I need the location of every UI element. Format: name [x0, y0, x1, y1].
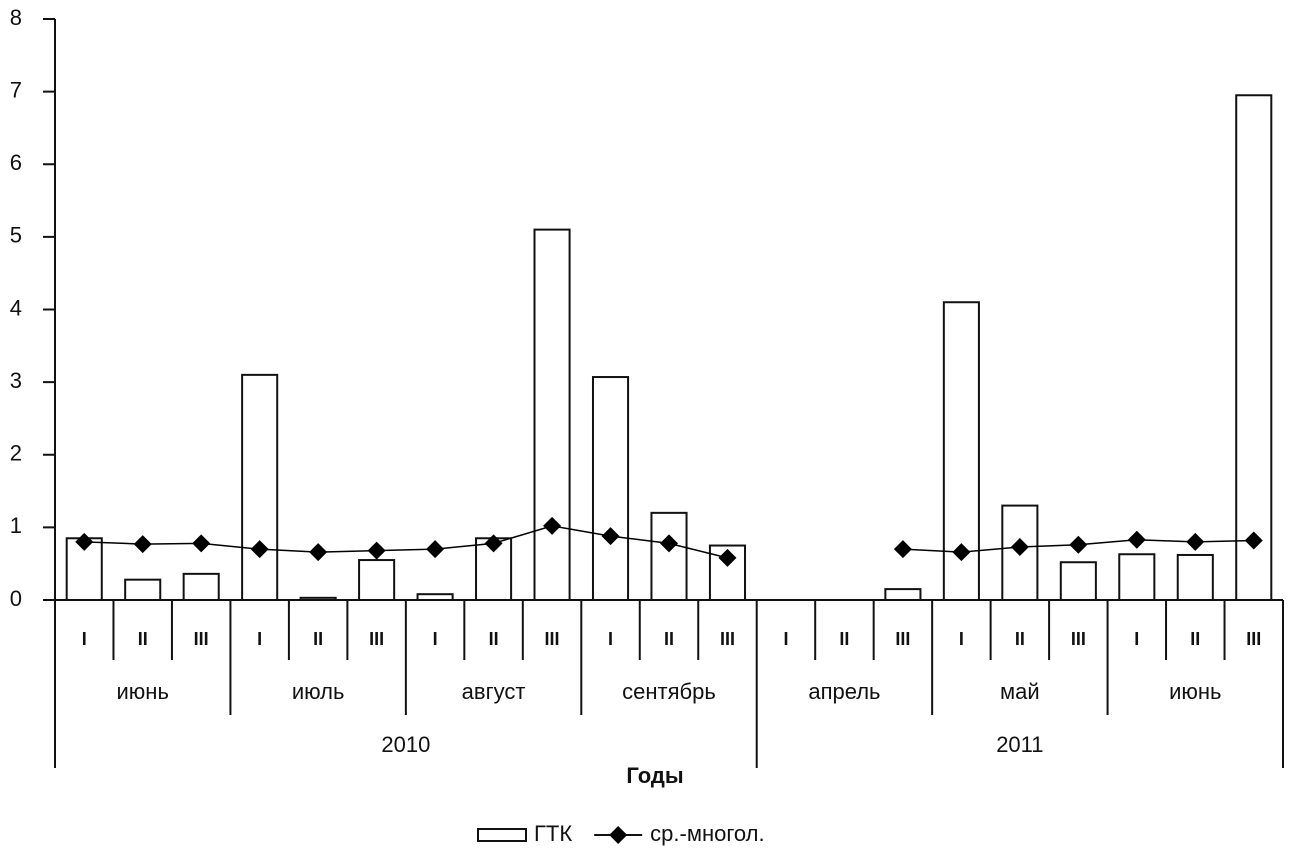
bar [65, 537, 103, 601]
marker [426, 540, 445, 559]
marker [192, 534, 211, 553]
marker [893, 540, 912, 559]
y-tick-label: 7 [10, 77, 22, 102]
x-axis-title: Годы [626, 763, 683, 788]
bar [416, 593, 454, 602]
decade-label: I [1134, 629, 1139, 649]
month-label: июнь [117, 679, 169, 704]
bar [358, 559, 396, 602]
decade-label: II [664, 629, 674, 649]
marker [1069, 535, 1088, 554]
legend-marker [609, 826, 628, 844]
bar [1176, 553, 1214, 601]
decade-label: III [1246, 629, 1261, 649]
decade-label: III [369, 629, 384, 649]
legend-label: ср.-многол. [650, 821, 764, 846]
marker [309, 543, 328, 562]
bar [124, 578, 162, 601]
decade-label: III [1071, 629, 1086, 649]
month-label: апрель [808, 679, 880, 704]
decade-label: I [82, 629, 87, 649]
decade-label: II [138, 629, 148, 649]
marker [1010, 537, 1029, 556]
decade-label: I [783, 629, 788, 649]
decade-label: III [895, 629, 910, 649]
decade-label: II [489, 629, 499, 649]
month-label: август [462, 679, 526, 704]
bar [241, 373, 279, 601]
decade-label: I [433, 629, 438, 649]
y-tick-label: 2 [10, 441, 22, 466]
marker [75, 532, 94, 551]
marker [718, 548, 737, 567]
marker [543, 516, 562, 535]
year-label: 2010 [381, 732, 430, 757]
legend-swatch [477, 828, 527, 842]
decade-label: II [839, 629, 849, 649]
bar [475, 537, 513, 601]
marker [367, 541, 386, 560]
y-tick-label: 8 [10, 5, 22, 30]
decade-label: II [313, 629, 323, 649]
bar [1059, 561, 1097, 601]
legend-label: ГТК [534, 821, 572, 846]
bar [533, 228, 571, 602]
decade-label: I [959, 629, 964, 649]
marker [660, 534, 678, 553]
bar [182, 572, 220, 601]
decade-label: I [608, 629, 613, 649]
marker [1127, 530, 1146, 549]
bar [591, 376, 630, 602]
y-tick-label: 3 [10, 368, 22, 393]
marker [1244, 531, 1263, 550]
marker [484, 534, 503, 553]
decade-label: III [720, 629, 735, 649]
marker [250, 540, 269, 559]
decade-label: III [545, 629, 560, 649]
y-tick-label: 4 [10, 295, 22, 320]
decade-label: III [194, 629, 209, 649]
month-label: май [1000, 679, 1040, 704]
y-tick-label: 1 [10, 513, 22, 538]
bar [1118, 553, 1156, 602]
bar [650, 511, 688, 601]
month-label: сентябрь [622, 679, 716, 704]
y-tick-label: 6 [10, 150, 22, 175]
y-tick-label: 5 [10, 223, 22, 248]
decade-label: I [257, 629, 262, 649]
bar [299, 596, 337, 601]
y-tick-label: 0 [10, 586, 22, 611]
bar [1235, 94, 1273, 601]
decade-label: II [1015, 629, 1025, 649]
marker [133, 535, 152, 554]
month-label: июнь [1169, 679, 1221, 704]
month-label: июль [292, 679, 345, 704]
marker [1186, 532, 1205, 551]
bar [884, 588, 922, 602]
marker [952, 543, 971, 562]
year-label: 2011 [996, 732, 1043, 757]
marker [601, 527, 620, 546]
decade-label: II [1190, 629, 1200, 649]
